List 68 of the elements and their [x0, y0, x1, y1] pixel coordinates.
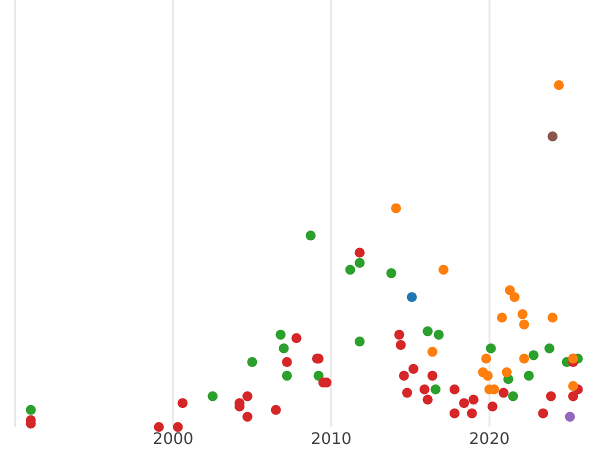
point — [568, 391, 578, 402]
point — [538, 408, 548, 418]
point — [354, 258, 365, 268]
point — [510, 292, 520, 302]
point — [468, 394, 479, 405]
point — [554, 80, 564, 90]
point — [486, 343, 496, 354]
point — [422, 326, 433, 336]
point — [508, 391, 518, 402]
point — [354, 336, 365, 347]
point — [178, 398, 188, 408]
point — [391, 203, 402, 214]
point — [208, 391, 218, 402]
point — [154, 422, 164, 432]
point — [396, 340, 406, 350]
point — [386, 268, 396, 278]
point — [528, 350, 539, 360]
point — [502, 367, 512, 378]
point — [26, 404, 36, 415]
point — [430, 384, 441, 394]
point — [524, 370, 534, 381]
point — [278, 343, 289, 354]
point — [406, 292, 417, 302]
point — [242, 391, 252, 402]
x-tick-label: 2010 — [310, 429, 352, 448]
point — [172, 422, 183, 432]
point — [450, 408, 460, 418]
point — [481, 354, 492, 364]
point — [487, 401, 498, 412]
point — [466, 408, 477, 418]
point — [276, 330, 286, 340]
point — [519, 319, 530, 330]
point — [282, 370, 292, 381]
point — [504, 285, 515, 296]
point — [544, 343, 554, 354]
point — [408, 364, 418, 374]
point — [242, 412, 252, 422]
point — [420, 384, 430, 394]
point — [402, 388, 412, 398]
point — [427, 346, 438, 357]
point — [291, 333, 302, 344]
point — [354, 248, 365, 258]
point — [518, 309, 528, 320]
x-tick-label: 2020 — [468, 429, 510, 448]
point — [394, 330, 404, 340]
point — [450, 384, 460, 394]
point — [548, 131, 558, 142]
point — [548, 312, 558, 323]
point — [345, 264, 356, 275]
point — [564, 412, 575, 422]
point — [270, 404, 281, 415]
point — [247, 357, 258, 368]
point — [482, 370, 493, 381]
point — [568, 380, 578, 391]
x-tick-label: 2000 — [152, 429, 194, 448]
point — [496, 312, 507, 323]
point — [314, 370, 324, 381]
point — [434, 330, 444, 340]
point — [459, 398, 470, 408]
point — [519, 354, 530, 364]
point — [422, 394, 433, 405]
point — [427, 370, 438, 381]
point — [498, 388, 509, 398]
point — [282, 357, 292, 368]
point — [398, 370, 409, 381]
point — [438, 264, 448, 275]
point — [546, 391, 556, 402]
point — [306, 230, 316, 241]
